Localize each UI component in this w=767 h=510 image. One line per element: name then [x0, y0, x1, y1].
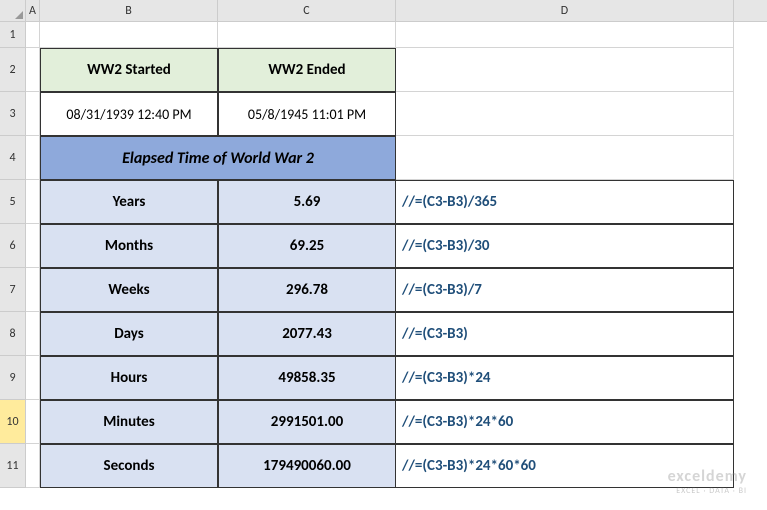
- cell-c7[interactable]: 296.78: [218, 268, 396, 312]
- cell-b5[interactable]: Years: [40, 180, 218, 224]
- spreadsheet-grid: A B C D 1 2 3 4 5 6 7 8 9 10 11 WW2 Star…: [0, 0, 767, 22]
- row-header-9[interactable]: 9: [0, 356, 26, 400]
- cell-d10[interactable]: //=(C3-B3)*24*60: [396, 400, 734, 444]
- cell-c1[interactable]: [218, 22, 396, 48]
- row-2: WW2 Started WW2 Ended: [26, 48, 734, 92]
- row-5: Years 5.69 //=(C3-B3)/365: [26, 180, 734, 224]
- cell-d3[interactable]: [396, 92, 734, 136]
- row-header-6[interactable]: 6: [0, 224, 26, 268]
- cells-area: WW2 Started WW2 Ended 08/31/1939 12:40 P…: [26, 22, 734, 488]
- cell-a11[interactable]: [26, 444, 40, 488]
- watermark: exceldemy EXCEL · DATA · BI: [668, 467, 747, 496]
- cell-b7[interactable]: Weeks: [40, 268, 218, 312]
- cell-b3[interactable]: 08/31/1939 12:40 PM: [40, 92, 218, 136]
- cell-d8[interactable]: //=(C3-B3): [396, 312, 734, 356]
- cell-a6[interactable]: [26, 224, 40, 268]
- cell-c9[interactable]: 49858.35: [218, 356, 396, 400]
- column-headers-row: A B C D: [0, 0, 767, 22]
- row-header-7[interactable]: 7: [0, 268, 26, 312]
- cell-a1[interactable]: [26, 22, 40, 48]
- cell-d6[interactable]: //=(C3-B3)/30: [396, 224, 734, 268]
- cell-bc4-merged[interactable]: Elapsed Time of World War 2: [40, 136, 396, 180]
- cell-a7[interactable]: [26, 268, 40, 312]
- row-header-10[interactable]: 10: [0, 400, 26, 444]
- cell-b6[interactable]: Months: [40, 224, 218, 268]
- col-header-c[interactable]: C: [218, 0, 396, 21]
- cell-a8[interactable]: [26, 312, 40, 356]
- row-headers: 1 2 3 4 5 6 7 8 9 10 11: [0, 22, 26, 488]
- cell-c2[interactable]: WW2 Ended: [218, 48, 396, 92]
- watermark-tag: EXCEL · DATA · BI: [668, 486, 747, 496]
- select-all-corner[interactable]: [0, 0, 26, 22]
- row-header-4[interactable]: 4: [0, 136, 26, 180]
- row-header-1[interactable]: 1: [0, 22, 26, 48]
- cell-a2[interactable]: [26, 48, 40, 92]
- cell-d9[interactable]: //=(C3-B3)*24: [396, 356, 734, 400]
- row-header-5[interactable]: 5: [0, 180, 26, 224]
- row-9: Hours 49858.35 //=(C3-B3)*24: [26, 356, 734, 400]
- cell-c11[interactable]: 179490060.00: [218, 444, 396, 488]
- row-3: 08/31/1939 12:40 PM 05/8/1945 11:01 PM: [26, 92, 734, 136]
- cell-b8[interactable]: Days: [40, 312, 218, 356]
- row-8: Days 2077.43 //=(C3-B3): [26, 312, 734, 356]
- row-header-8[interactable]: 8: [0, 312, 26, 356]
- cell-b1[interactable]: [40, 22, 218, 48]
- row-header-3[interactable]: 3: [0, 92, 26, 136]
- cell-d1[interactable]: [396, 22, 734, 48]
- cell-a9[interactable]: [26, 356, 40, 400]
- cell-c3[interactable]: 05/8/1945 11:01 PM: [218, 92, 396, 136]
- col-header-b[interactable]: B: [40, 0, 218, 21]
- cell-b11[interactable]: Seconds: [40, 444, 218, 488]
- cell-b9[interactable]: Hours: [40, 356, 218, 400]
- cell-a3[interactable]: [26, 92, 40, 136]
- col-header-a[interactable]: A: [26, 0, 40, 21]
- row-10: Minutes 2991501.00 //=(C3-B3)*24*60: [26, 400, 734, 444]
- cell-d5[interactable]: //=(C3-B3)/365: [396, 180, 734, 224]
- row-6: Months 69.25 //=(C3-B3)/30: [26, 224, 734, 268]
- row-header-2[interactable]: 2: [0, 48, 26, 92]
- cell-d7[interactable]: //=(C3-B3)/7: [396, 268, 734, 312]
- row-4: Elapsed Time of World War 2: [26, 136, 734, 180]
- cell-b2[interactable]: WW2 Started: [40, 48, 218, 92]
- cell-a4[interactable]: [26, 136, 40, 180]
- cell-a5[interactable]: [26, 180, 40, 224]
- cell-c6[interactable]: 69.25: [218, 224, 396, 268]
- col-header-d[interactable]: D: [396, 0, 734, 21]
- row-header-11[interactable]: 11: [0, 444, 26, 488]
- row-1: [26, 22, 734, 48]
- watermark-brand: exceldemy: [668, 467, 747, 486]
- cell-c10[interactable]: 2991501.00: [218, 400, 396, 444]
- row-7: Weeks 296.78 //=(C3-B3)/7: [26, 268, 734, 312]
- row-11: Seconds 179490060.00 //=(C3-B3)*24*60*60: [26, 444, 734, 488]
- cell-d4[interactable]: [396, 136, 734, 180]
- cell-d2[interactable]: [396, 48, 734, 92]
- cell-b10[interactable]: Minutes: [40, 400, 218, 444]
- cell-c8[interactable]: 2077.43: [218, 312, 396, 356]
- cell-c5[interactable]: 5.69: [218, 180, 396, 224]
- cell-a10[interactable]: [26, 400, 40, 444]
